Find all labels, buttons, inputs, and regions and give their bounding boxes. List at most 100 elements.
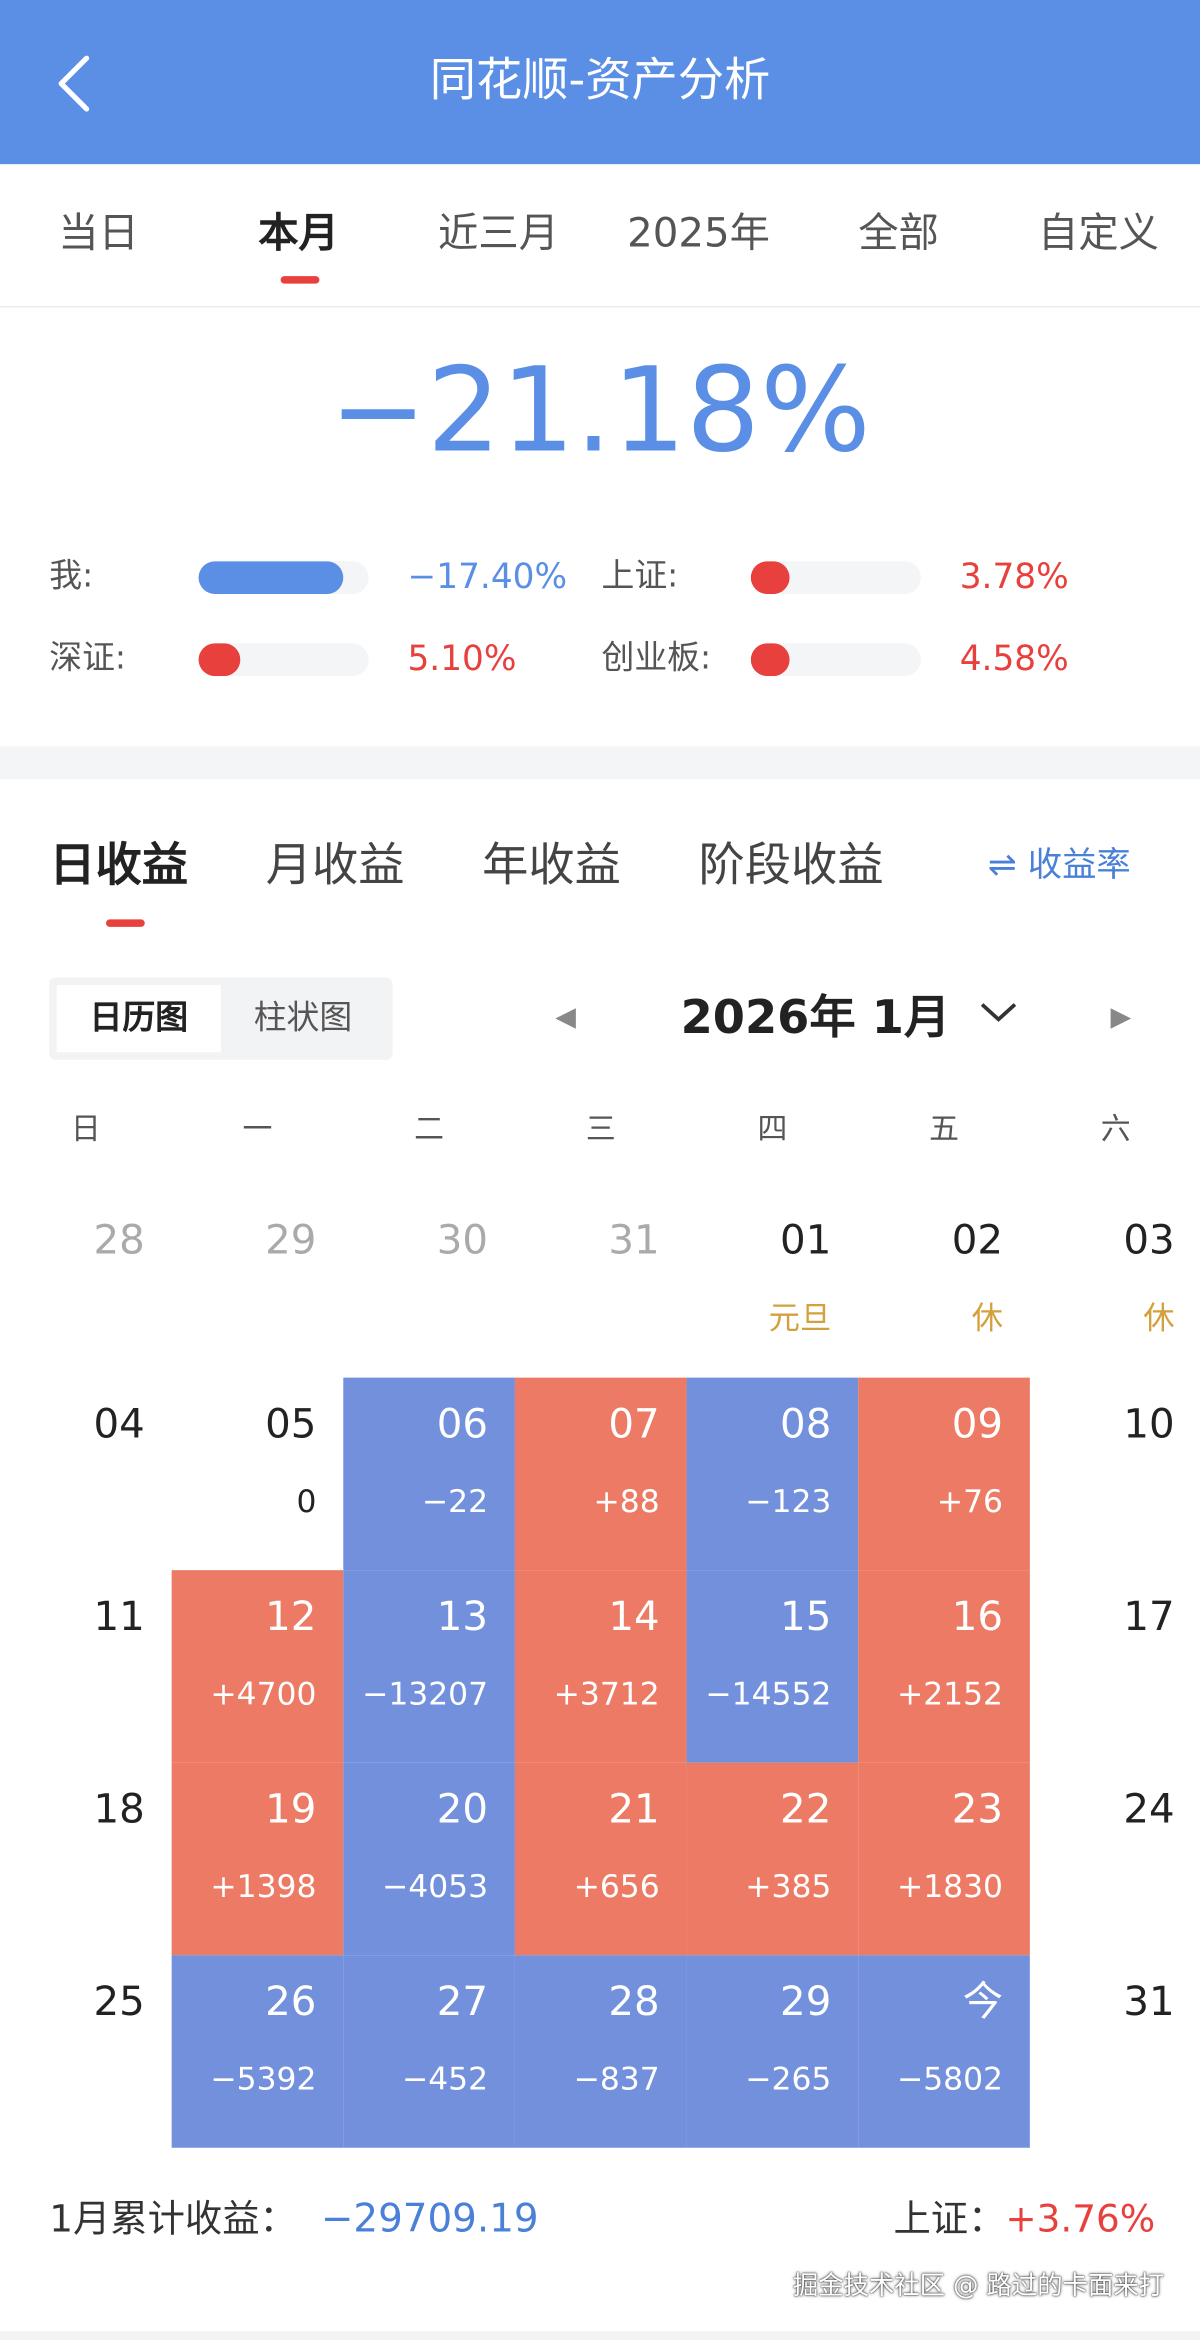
- calendar-day[interactable]: 05 0: [172, 1378, 344, 1571]
- day-return: +3712: [553, 1676, 660, 1712]
- calendar-day[interactable]: 23 +1830: [858, 1762, 1030, 1956]
- day-return: +1398: [210, 1868, 317, 1905]
- compare-bar-fill: [198, 561, 344, 595]
- calendar-day[interactable]: 09 +76: [858, 1377, 1030, 1571]
- day-return: +656: [573, 1868, 660, 1905]
- chevron-left-icon[interactable]: [54, 54, 96, 114]
- return-rate-toggle[interactable]: ⇌ 收益率: [988, 846, 1131, 886]
- divider: [0, 305, 1200, 308]
- calendar-day[interactable]: 14 +3712: [514, 1570, 687, 1763]
- day-number: 27: [436, 1979, 489, 2026]
- calendar-day[interactable]: 11: [0, 1570, 172, 1763]
- calendar-day[interactable]: 16 +2152: [858, 1570, 1030, 1763]
- day-return: −22: [421, 1483, 489, 1520]
- tab-return-1[interactable]: 月收益: [265, 838, 405, 893]
- tab-period-0[interactable]: 当日: [58, 210, 139, 257]
- calendar-day[interactable]: 06 −22: [343, 1377, 515, 1571]
- day-return: −5802: [896, 2061, 1003, 2098]
- day-number: 22: [780, 1786, 832, 1833]
- day-return: 休: [971, 1300, 1003, 1336]
- calendar-day[interactable]: 20 −4053: [343, 1762, 515, 1956]
- calendar-day[interactable]: 19 +1398: [171, 1762, 344, 1956]
- watermark: 掘金技术社区 @ 路过的卡面来打: [792, 2271, 1165, 2302]
- next-month-icon[interactable]: ▶: [1110, 1001, 1132, 1033]
- view-toggle-1[interactable]: 柱状图: [253, 1000, 353, 1038]
- weekday-header: 二: [414, 1110, 445, 1147]
- calendar-day[interactable]: 04: [0, 1378, 172, 1571]
- calendar-day[interactable]: 21 +656: [514, 1762, 687, 1956]
- day-number: 12: [265, 1594, 317, 1641]
- day-number: 31: [1123, 1979, 1175, 2026]
- month-selector[interactable]: 2026年 1月: [680, 991, 951, 1045]
- monthly-total-label: 1月累计收益：: [49, 2197, 297, 2241]
- day-number: 25: [93, 1979, 145, 2026]
- calendar-day[interactable]: 今 −5802: [858, 1955, 1030, 2148]
- day-number: 02: [951, 1217, 1003, 1265]
- calendar-day[interactable]: 30: [343, 1194, 515, 1378]
- day-return: 元旦: [768, 1300, 832, 1336]
- calendar-day[interactable]: 28 −837: [514, 1955, 687, 2148]
- day-return: −837: [573, 2061, 660, 2098]
- active-tab-indicator: [280, 276, 320, 284]
- day-number: 01: [780, 1217, 832, 1265]
- day-number: 14: [608, 1594, 660, 1641]
- day-return: −123: [745, 1483, 832, 1520]
- tab-period-2[interactable]: 近三月: [438, 210, 559, 257]
- tab-return-0[interactable]: 日收益: [49, 838, 189, 893]
- tab-period-1[interactable]: 本月: [258, 210, 339, 257]
- tab-period-4[interactable]: 全部: [858, 210, 939, 257]
- calendar-day[interactable]: 31: [1030, 1955, 1200, 2148]
- day-return: 0: [296, 1483, 317, 1520]
- tab-return-2[interactable]: 年收益: [482, 838, 621, 893]
- tab-period-5[interactable]: 自定义: [1038, 210, 1159, 257]
- section-separator: [0, 746, 1200, 780]
- calendar-day[interactable]: 25: [0, 1955, 172, 2148]
- index-label: 上证：: [893, 2197, 1006, 2241]
- view-toggle-0[interactable]: 日历图: [56, 985, 221, 1053]
- day-number: 29: [780, 1979, 832, 2026]
- calendar-day[interactable]: 17: [1030, 1570, 1200, 1763]
- calendar-day[interactable]: 08 −123: [686, 1377, 859, 1571]
- tab-return-3[interactable]: 阶段收益: [698, 838, 884, 893]
- day-number: 08: [780, 1401, 832, 1448]
- weekday-header: 三: [585, 1110, 616, 1147]
- calendar-day[interactable]: 02 休: [858, 1194, 1030, 1378]
- calendar-day[interactable]: 27 −452: [343, 1955, 515, 2148]
- calendar-day[interactable]: 18: [0, 1763, 172, 1956]
- calendar-day[interactable]: 01 元旦: [687, 1194, 859, 1378]
- weekday-header: 五: [929, 1110, 959, 1147]
- calendar-day[interactable]: 31: [515, 1194, 687, 1378]
- app-header: 同花顺-资产分析: [0, 0, 1200, 165]
- day-number: 19: [265, 1786, 317, 1833]
- view-toggle: 日历图 柱状图: [49, 977, 393, 1060]
- calendar-day[interactable]: 12 +4700: [171, 1570, 344, 1763]
- total-return: −21.18%: [329, 344, 871, 480]
- weekday-header: 一: [242, 1110, 273, 1147]
- calendar-day[interactable]: 29: [172, 1194, 344, 1378]
- compare-bar-fill: [750, 561, 790, 595]
- day-number: 05: [265, 1401, 317, 1448]
- calendar-day[interactable]: 24: [1030, 1763, 1200, 1956]
- calendar-day[interactable]: 03 休: [1030, 1194, 1200, 1378]
- day-number: 04: [93, 1401, 145, 1448]
- tab-period-3[interactable]: 2025年: [627, 210, 770, 257]
- calendar-day[interactable]: 29 −265: [686, 1955, 859, 2148]
- calendar-day[interactable]: 22 +385: [686, 1762, 859, 1956]
- calendar-day[interactable]: 28: [0, 1194, 172, 1378]
- prev-month-icon[interactable]: ◀: [555, 1001, 576, 1033]
- calendar-day[interactable]: 10: [1030, 1378, 1200, 1571]
- day-number: 15: [780, 1594, 832, 1641]
- chevron-down-icon[interactable]: [979, 997, 1018, 1027]
- calendar-day[interactable]: 26 −5392: [171, 1955, 344, 2148]
- bottom-separator: [0, 2331, 1200, 2340]
- day-number: 23: [951, 1786, 1003, 1833]
- day-number: 13: [436, 1594, 489, 1641]
- day-return: −14552: [705, 1676, 832, 1712]
- calendar-day[interactable]: 15 −14552: [686, 1570, 859, 1763]
- calendar-day[interactable]: 13 −13207: [343, 1570, 515, 1763]
- day-return: −13207: [362, 1676, 489, 1712]
- compare-bar: [750, 643, 921, 677]
- day-number: 31: [608, 1217, 660, 1265]
- calendar-day[interactable]: 07 +88: [514, 1377, 687, 1571]
